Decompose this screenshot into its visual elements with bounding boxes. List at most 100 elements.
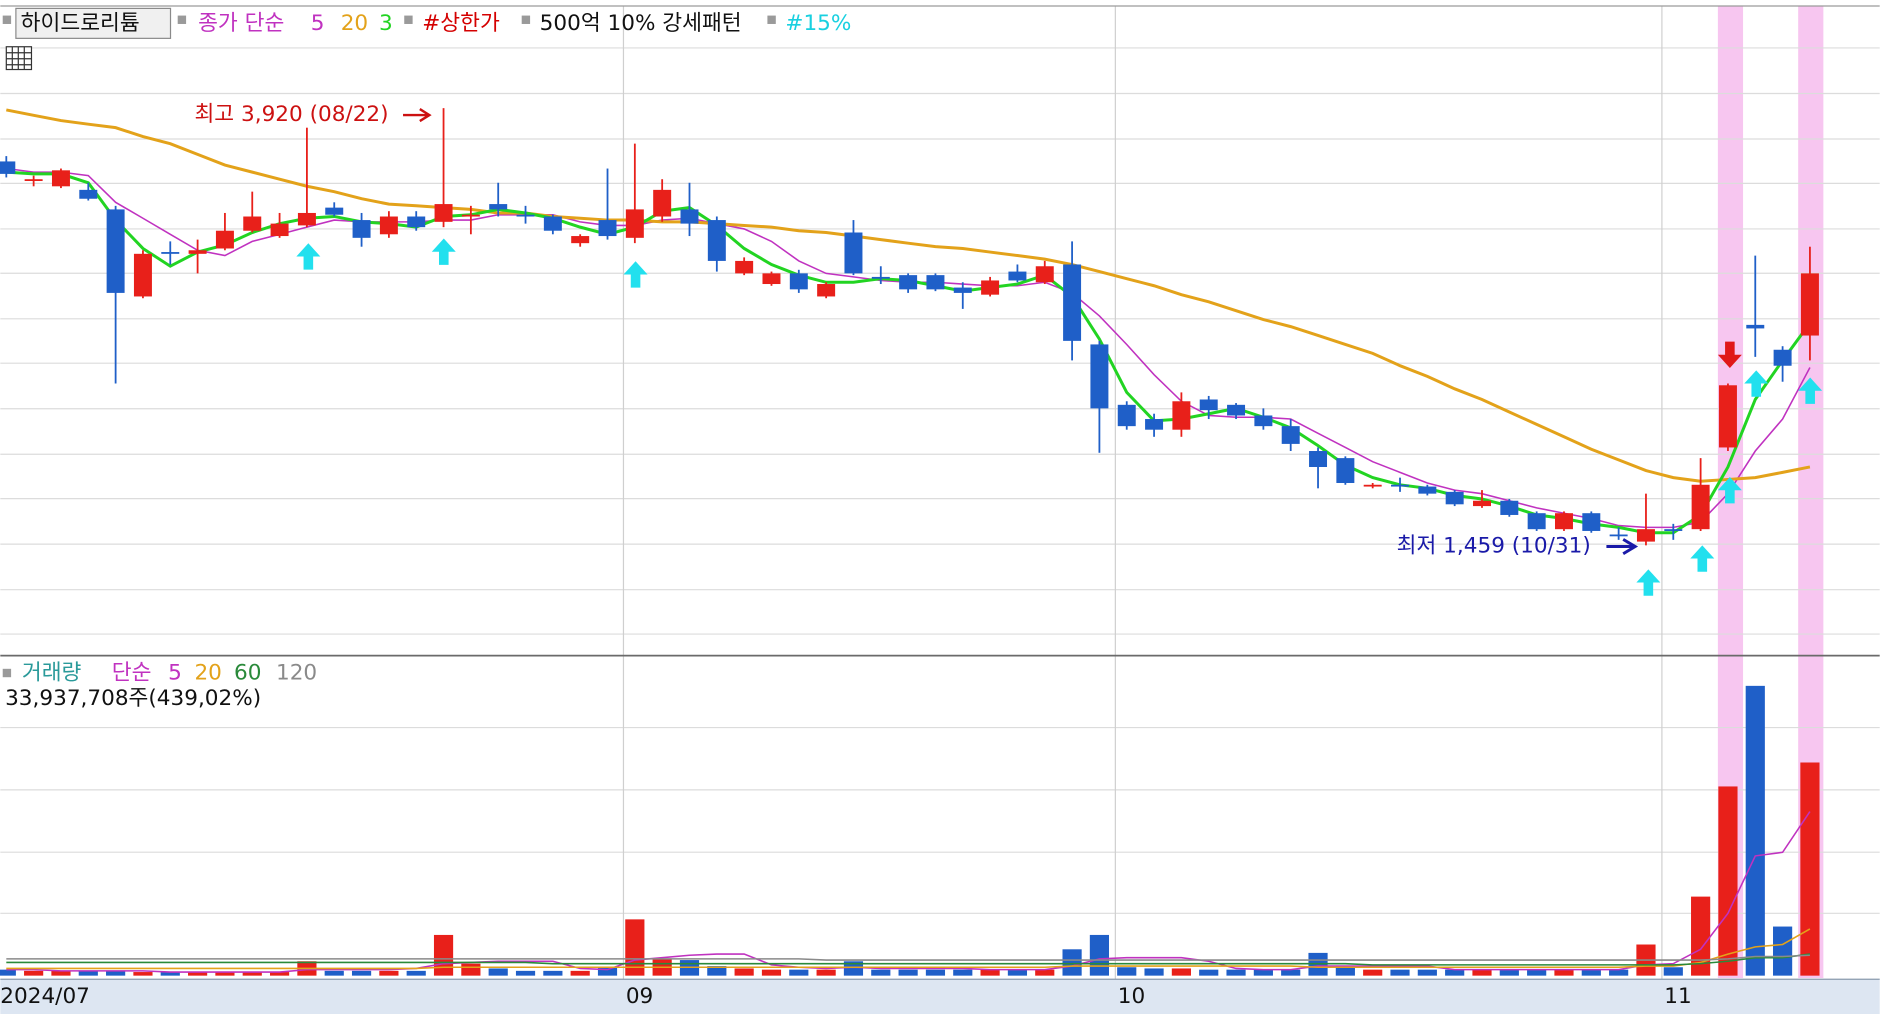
candle-body (1664, 529, 1683, 531)
candle-body (325, 207, 344, 215)
candle-body (215, 230, 234, 249)
x-tick-label: 10 (1118, 984, 1145, 1009)
candle-body (598, 220, 617, 237)
candle-body (1309, 451, 1328, 468)
legend-entry: 20 (194, 661, 221, 686)
candle-body (1609, 534, 1628, 537)
candle-body (1281, 426, 1300, 444)
candle-body (543, 216, 562, 231)
volume-bar (1581, 969, 1601, 976)
candle-body (789, 273, 808, 290)
candle-body (407, 216, 426, 228)
volume-bar (1718, 786, 1738, 976)
candle-body (1445, 491, 1464, 505)
volume-bar (816, 969, 836, 976)
annotation-arrow (1606, 538, 1639, 556)
volume-bar (1335, 967, 1355, 976)
volume-bar (980, 969, 1000, 976)
candle-body (79, 189, 98, 199)
volume-bar (898, 969, 918, 976)
volume-title: 거래량 (22, 661, 82, 686)
candle-body (133, 253, 152, 297)
volume-bar (379, 970, 399, 976)
candle-body (1746, 324, 1765, 329)
legend-label: 종가 단순 (198, 11, 284, 36)
legend-square (2, 15, 12, 24)
candle-body (1254, 415, 1273, 427)
volume-average-line (6, 928, 1811, 970)
volume-bar (1609, 969, 1629, 976)
volume-bar (1062, 949, 1082, 976)
legend-entry: #15% (785, 11, 851, 36)
volume-bar (1527, 969, 1547, 976)
month-lines (622, 5, 1663, 980)
volume-bar (269, 972, 290, 976)
volume-bar (1253, 969, 1273, 976)
candle-body (653, 189, 672, 217)
legend-entry: 5 (311, 11, 325, 36)
volume-bar (1554, 969, 1574, 976)
volume-bar (188, 972, 208, 976)
volume-bar (1144, 968, 1164, 976)
annotation-high: 최고 3,920 (08/22) (194, 102, 388, 127)
volume-bar (570, 970, 590, 976)
volume-bar (843, 961, 864, 976)
candle-body (625, 209, 644, 238)
volume-bar (1007, 969, 1028, 976)
candle-body (1227, 404, 1246, 416)
candle-body (434, 204, 453, 222)
volume-bar (0, 969, 16, 976)
candle-body (24, 179, 43, 182)
legend-entry: #상한가 (422, 11, 500, 36)
volume-average-line (6, 954, 1810, 961)
candle-body (461, 214, 480, 217)
legend-square (404, 15, 413, 24)
candle-body (1035, 266, 1054, 283)
volume-bar (1035, 969, 1055, 976)
volume-bar (953, 969, 973, 976)
legend-entry: 500억 10% 강세패턴 (540, 11, 742, 36)
volume-readout: 33,937,708주(439,02%) (5, 686, 261, 711)
legend-label: 단순 (112, 661, 152, 686)
legend-square (177, 15, 187, 24)
candle-body (762, 273, 781, 285)
volume-bar (215, 972, 235, 976)
candle-body (1090, 344, 1109, 409)
candle-body (817, 284, 836, 297)
candle-body (1172, 401, 1191, 430)
volume-bar (106, 970, 126, 976)
volume-bars (0, 685, 1820, 976)
volume-bar (761, 969, 782, 976)
volume-bar (51, 970, 71, 976)
volume-bar (1226, 969, 1246, 976)
volume-bar (1417, 969, 1437, 976)
volume-bar (925, 969, 946, 976)
candle-body (1117, 404, 1136, 427)
title-box[interactable] (15, 7, 172, 39)
legend-entry: 60 (234, 661, 261, 686)
volume-bar (1472, 969, 1492, 976)
candle-body (1500, 500, 1519, 515)
volume-bar (242, 972, 262, 976)
volume-bar (597, 967, 618, 976)
legend-entry: 3 (379, 11, 393, 36)
volume-bar (461, 963, 481, 976)
candle-body (0, 161, 16, 174)
candle-body (1718, 385, 1737, 448)
x-tick-label: 09 (626, 984, 653, 1009)
candle-body (1008, 271, 1027, 281)
volume-average-lines (6, 811, 1811, 973)
volume-bar (351, 970, 372, 976)
candle-body (926, 275, 945, 290)
volume-average-line (6, 811, 1811, 973)
candle-body (1773, 349, 1792, 366)
candle-body (297, 212, 316, 226)
volume-bar (78, 970, 98, 976)
volume-bar (160, 972, 180, 976)
volume-bar (1117, 967, 1137, 976)
legend-square (521, 15, 531, 24)
table-icon[interactable] (5, 46, 33, 71)
volume-bar (133, 972, 153, 976)
